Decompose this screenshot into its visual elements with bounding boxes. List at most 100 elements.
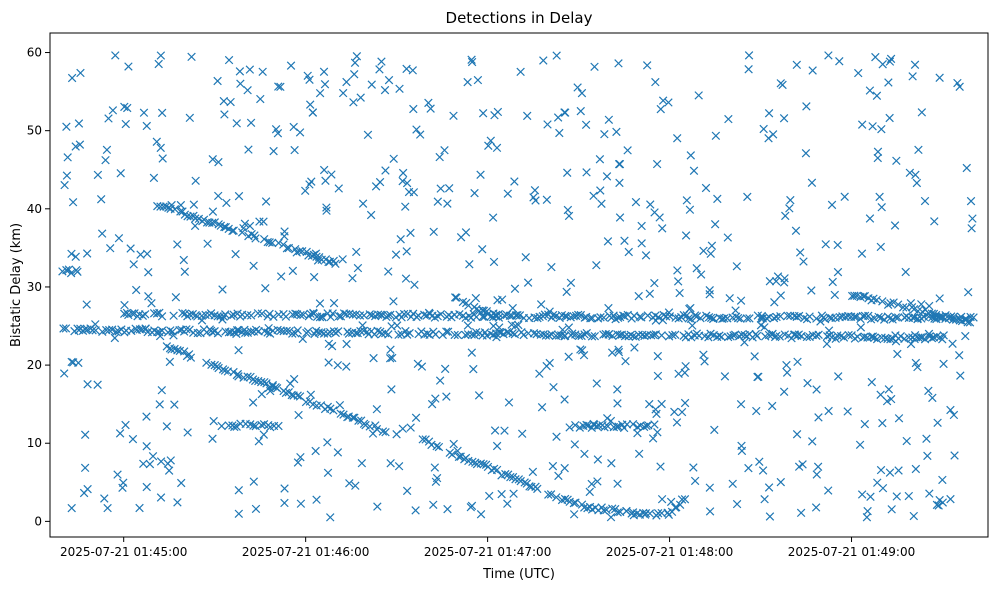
data-point — [500, 426, 509, 435]
data-point — [176, 478, 186, 488]
data-point — [924, 312, 933, 321]
data-point — [220, 366, 230, 375]
data-point — [102, 145, 112, 155]
data-point — [571, 420, 580, 430]
data-point — [139, 108, 149, 117]
data-point — [342, 339, 351, 349]
data-point — [872, 295, 881, 305]
data-point — [254, 437, 264, 446]
data-point — [685, 205, 695, 214]
data-point — [860, 311, 870, 321]
data-point — [850, 312, 859, 322]
data-point — [646, 200, 655, 209]
data-point — [611, 314, 620, 324]
data-point — [702, 311, 711, 320]
data-point — [744, 463, 753, 473]
data-point — [140, 310, 150, 319]
data-point — [354, 416, 363, 425]
data-point — [323, 468, 333, 478]
data-point — [191, 214, 200, 223]
data-point — [779, 114, 789, 123]
data-point — [857, 249, 867, 258]
data-point — [886, 334, 895, 344]
data-point — [226, 327, 236, 337]
data-point — [173, 498, 182, 507]
data-point — [833, 267, 843, 277]
y-tick-label: 10 — [27, 436, 42, 450]
data-point — [288, 266, 298, 276]
data-point — [208, 155, 217, 164]
data-point — [553, 113, 563, 122]
data-point — [405, 328, 414, 338]
data-point — [234, 486, 244, 495]
data-point — [955, 82, 964, 91]
data-point — [967, 224, 976, 233]
data-point — [630, 343, 639, 352]
data-point — [592, 379, 602, 388]
data-point — [781, 211, 790, 221]
data-point — [218, 315, 227, 324]
data-point — [533, 484, 542, 494]
data-point — [93, 380, 102, 389]
data-point — [621, 356, 630, 366]
data-point — [655, 213, 664, 222]
data-point — [342, 362, 351, 371]
data-point — [682, 196, 692, 205]
data-point — [599, 313, 609, 322]
data-point — [311, 249, 321, 258]
data-point — [121, 119, 130, 129]
data-point — [73, 267, 82, 277]
data-point — [100, 494, 109, 503]
data-point — [368, 429, 378, 438]
data-point — [593, 455, 603, 464]
data-point — [372, 404, 382, 414]
data-point — [913, 314, 922, 323]
data-point — [502, 310, 511, 320]
data-point — [835, 57, 844, 66]
data-point — [203, 239, 212, 248]
data-point — [268, 380, 277, 390]
data-point — [745, 314, 754, 323]
data-point — [680, 398, 690, 408]
data-point — [476, 170, 485, 179]
data-point — [750, 352, 759, 361]
data-point — [927, 333, 937, 343]
data-point — [560, 108, 570, 117]
data-point — [209, 416, 218, 426]
data-point — [901, 267, 910, 277]
data-point — [558, 325, 567, 335]
data-point — [544, 331, 554, 340]
data-point — [596, 186, 605, 195]
data-point — [409, 104, 418, 114]
data-point — [580, 449, 589, 459]
data-point — [255, 217, 264, 226]
data-point — [752, 406, 761, 416]
data-point — [798, 460, 807, 469]
data-point — [358, 199, 368, 208]
data-point — [202, 358, 211, 368]
data-point — [406, 423, 415, 432]
data-point — [520, 478, 529, 487]
data-point — [249, 477, 259, 486]
data-point — [197, 316, 207, 325]
data-point — [562, 287, 571, 297]
data-point — [486, 136, 496, 145]
data-point — [657, 224, 667, 233]
data-point — [104, 114, 113, 123]
data-point — [723, 233, 733, 242]
data-point — [732, 499, 742, 509]
data-point — [932, 500, 942, 510]
data-point — [324, 257, 333, 267]
data-point — [251, 325, 261, 335]
data-point — [857, 490, 867, 499]
data-point — [758, 314, 767, 323]
data-point — [674, 314, 683, 323]
data-point — [190, 221, 200, 231]
data-point — [696, 313, 705, 323]
data-point — [402, 330, 412, 339]
data-point — [260, 377, 269, 387]
data-point — [389, 297, 398, 306]
data-point — [769, 313, 779, 323]
data-point — [265, 309, 274, 319]
data-point — [812, 385, 821, 394]
